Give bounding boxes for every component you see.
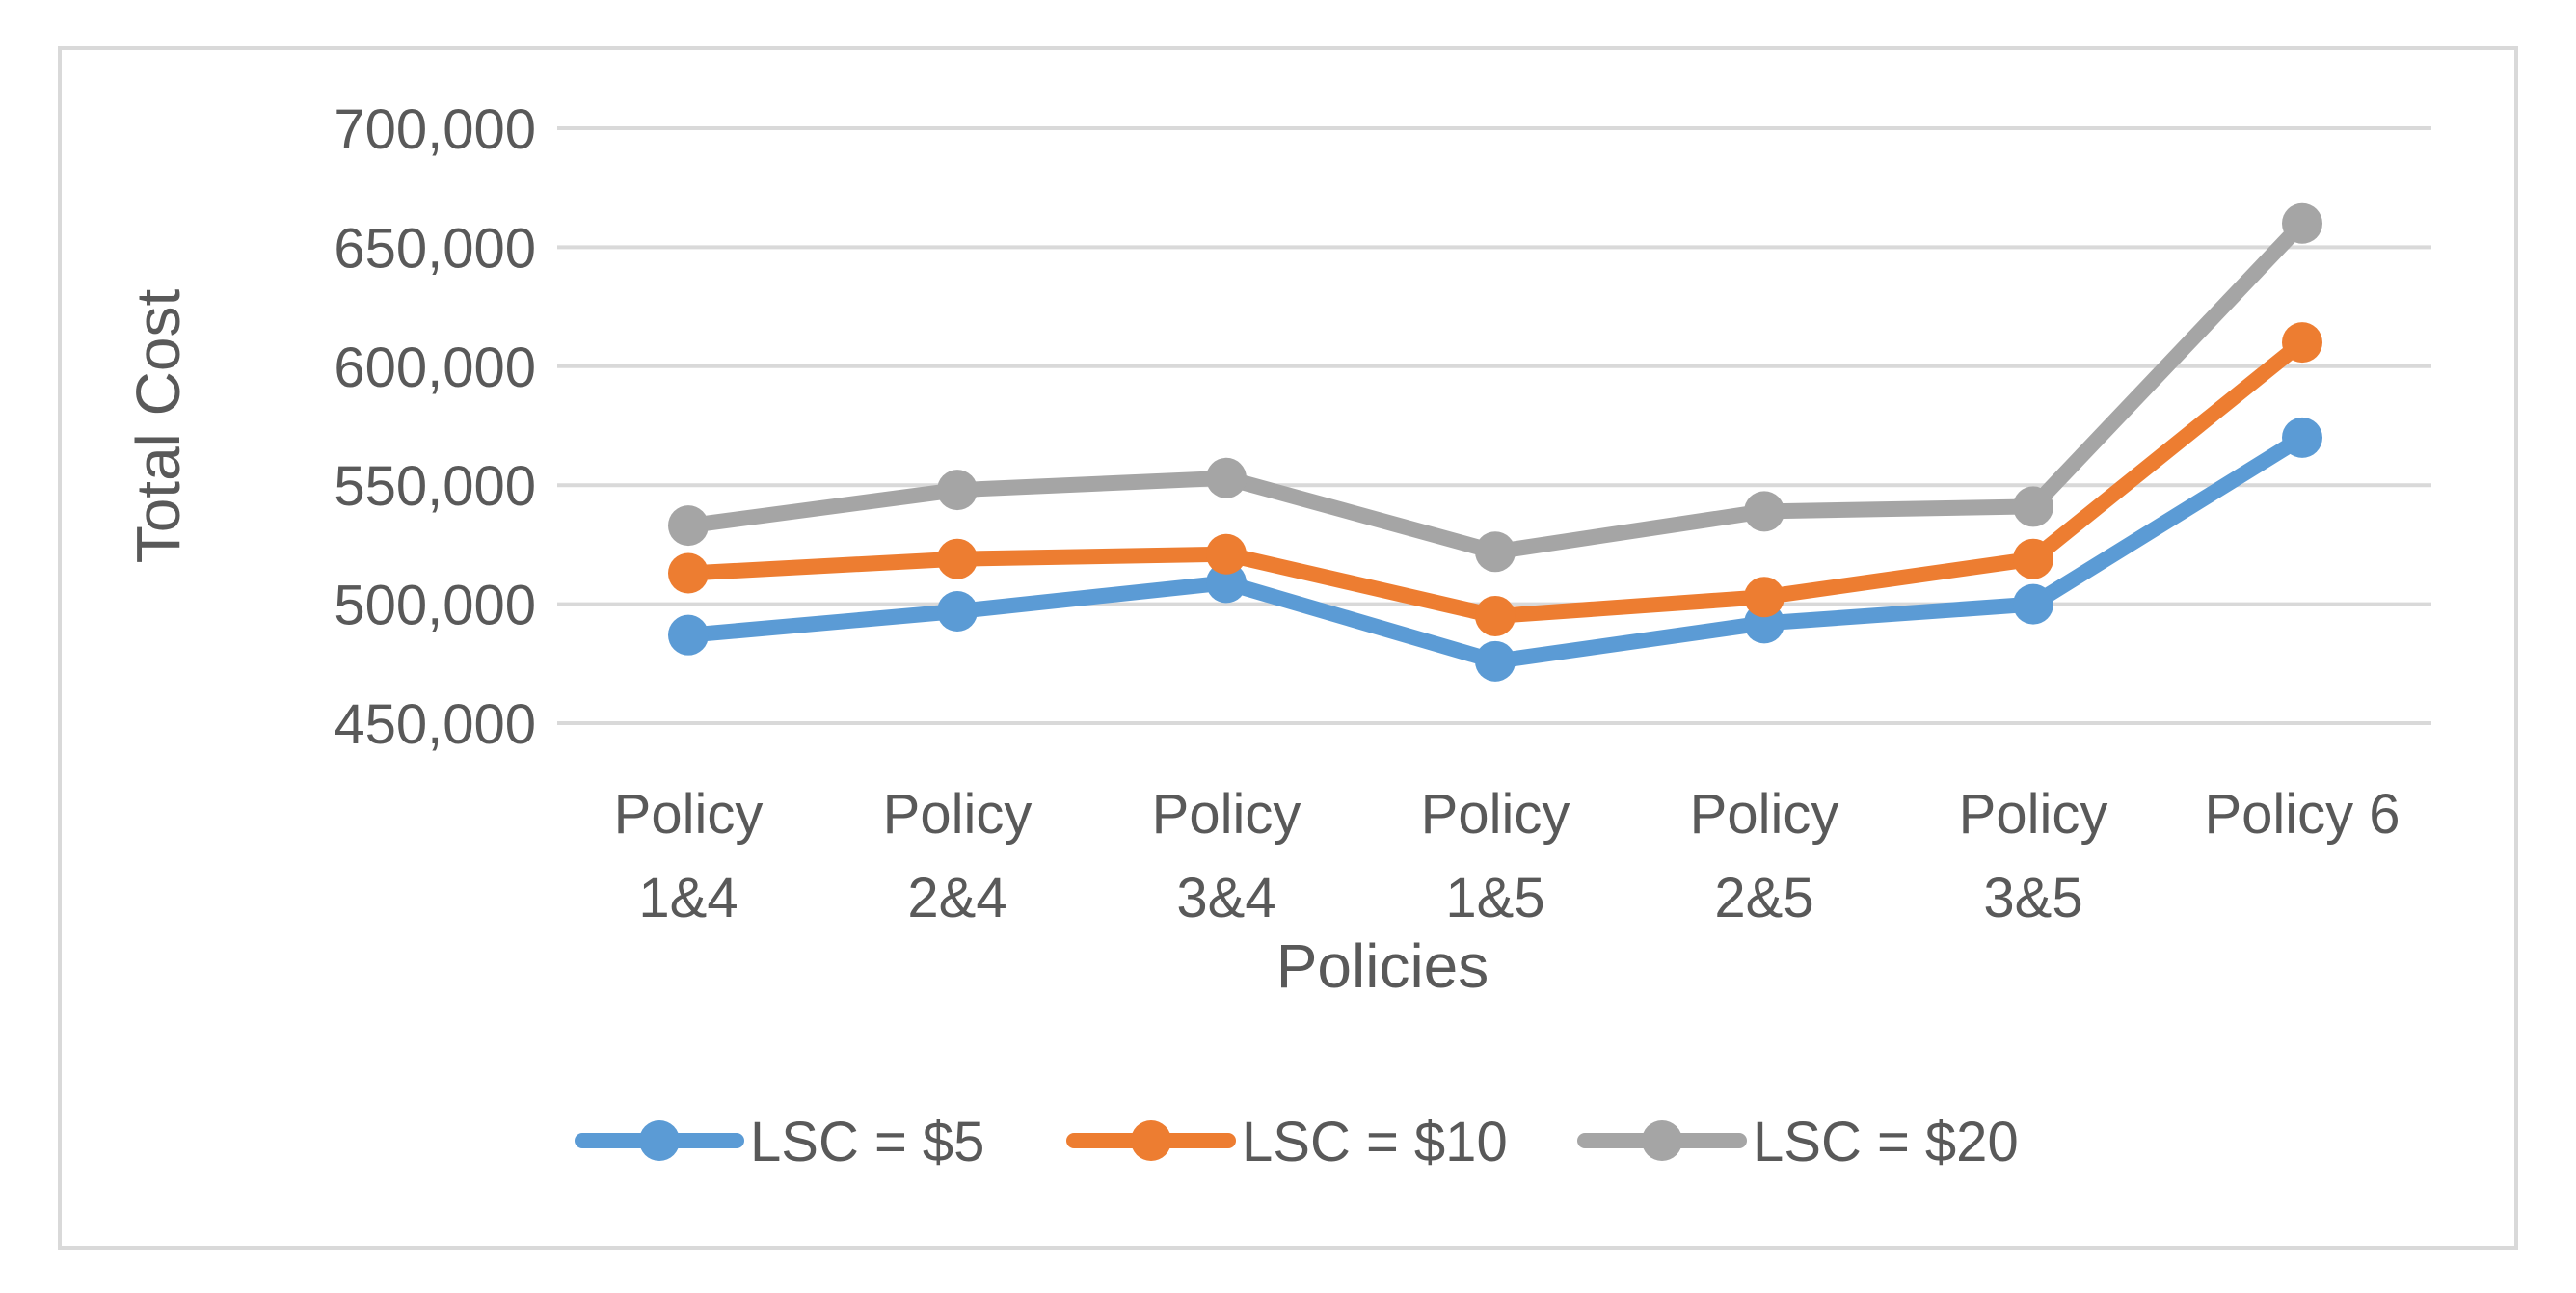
x-tick-label-line: Policy 6 xyxy=(2204,783,2400,846)
data-point xyxy=(937,538,978,579)
data-point xyxy=(1475,640,1516,682)
x-axis-title: Policies xyxy=(1276,931,1489,1001)
legend-marker xyxy=(639,1120,680,1161)
y-tick-label: 650,000 xyxy=(334,217,536,280)
y-tick-label: 600,000 xyxy=(334,337,536,399)
data-point xyxy=(2013,486,2053,527)
data-point xyxy=(2013,583,2053,625)
series-lines xyxy=(668,202,2322,682)
legend: LSC = $5 LSC = $10 LSC = $20 xyxy=(575,1111,2019,1173)
data-point xyxy=(668,505,709,547)
gridlines xyxy=(557,126,2431,725)
data-point xyxy=(668,614,709,656)
x-tick-label-line: Policy xyxy=(1959,783,2108,846)
legend-item: LSC = $5 xyxy=(575,1111,984,1173)
y-axis-title: Total Cost xyxy=(123,289,193,564)
data-point xyxy=(1475,531,1516,573)
y-tick-label: 450,000 xyxy=(334,693,536,756)
data-point xyxy=(1475,595,1516,636)
x-tick-label-line: 2&5 xyxy=(1714,867,1813,929)
data-point xyxy=(937,470,978,511)
x-tick-label-line: Policy xyxy=(1690,783,1839,846)
data-point xyxy=(1206,562,1247,604)
x-tick-label: Policy 2&5 xyxy=(1690,783,1839,929)
data-point xyxy=(2282,417,2322,458)
y-tick-label: 700,000 xyxy=(334,98,536,161)
y-axis-ticks: 450,000 500,000 550,000 600,000 650,000 700,0… xyxy=(334,98,536,756)
x-tick-label: Policy 1&5 xyxy=(1421,783,1570,929)
legend-item: LSC = $20 xyxy=(1577,1111,2019,1173)
x-tick-label-line: Policy xyxy=(883,783,1033,846)
legend-item: LSC = $10 xyxy=(1066,1111,1508,1173)
legend-label: LSC = $5 xyxy=(750,1111,984,1173)
data-point xyxy=(1206,533,1247,575)
x-tick-label-line: 1&4 xyxy=(638,867,738,929)
y-tick-label: 500,000 xyxy=(334,575,536,637)
y-tick-label: 550,000 xyxy=(334,455,536,518)
data-point xyxy=(2282,322,2322,364)
x-tick-label-line: Policy xyxy=(614,783,764,846)
legend-label: LSC = $20 xyxy=(1753,1111,2019,1173)
x-tick-label-line: 3&5 xyxy=(1983,867,2082,929)
x-tick-label: Policy 3&4 xyxy=(1152,783,1301,929)
legend-label: LSC = $10 xyxy=(1242,1111,1508,1173)
series-3 xyxy=(668,202,2322,573)
data-point xyxy=(937,591,978,633)
x-tick-label: Policy 1&4 xyxy=(614,783,764,929)
x-tick-label: Policy 6 xyxy=(2204,783,2400,846)
data-point xyxy=(668,552,709,594)
x-tick-label-line: 2&4 xyxy=(907,867,1006,929)
data-point xyxy=(1744,491,1784,532)
legend-marker xyxy=(1642,1120,1682,1161)
data-point xyxy=(1206,457,1247,498)
x-tick-label: Policy 3&5 xyxy=(1959,783,2108,929)
x-tick-label: Policy 2&4 xyxy=(883,783,1033,929)
x-tick-label-line: Policy xyxy=(1421,783,1570,846)
series-2 xyxy=(668,322,2322,636)
x-tick-label-line: 3&4 xyxy=(1176,867,1275,929)
x-tick-label-line: Policy xyxy=(1152,783,1301,846)
data-point xyxy=(2282,202,2322,244)
x-tick-label-line: 1&5 xyxy=(1445,867,1544,929)
data-point xyxy=(1744,577,1784,618)
data-point xyxy=(2013,538,2053,579)
legend-marker xyxy=(1131,1120,1171,1161)
series-1 xyxy=(668,417,2322,682)
